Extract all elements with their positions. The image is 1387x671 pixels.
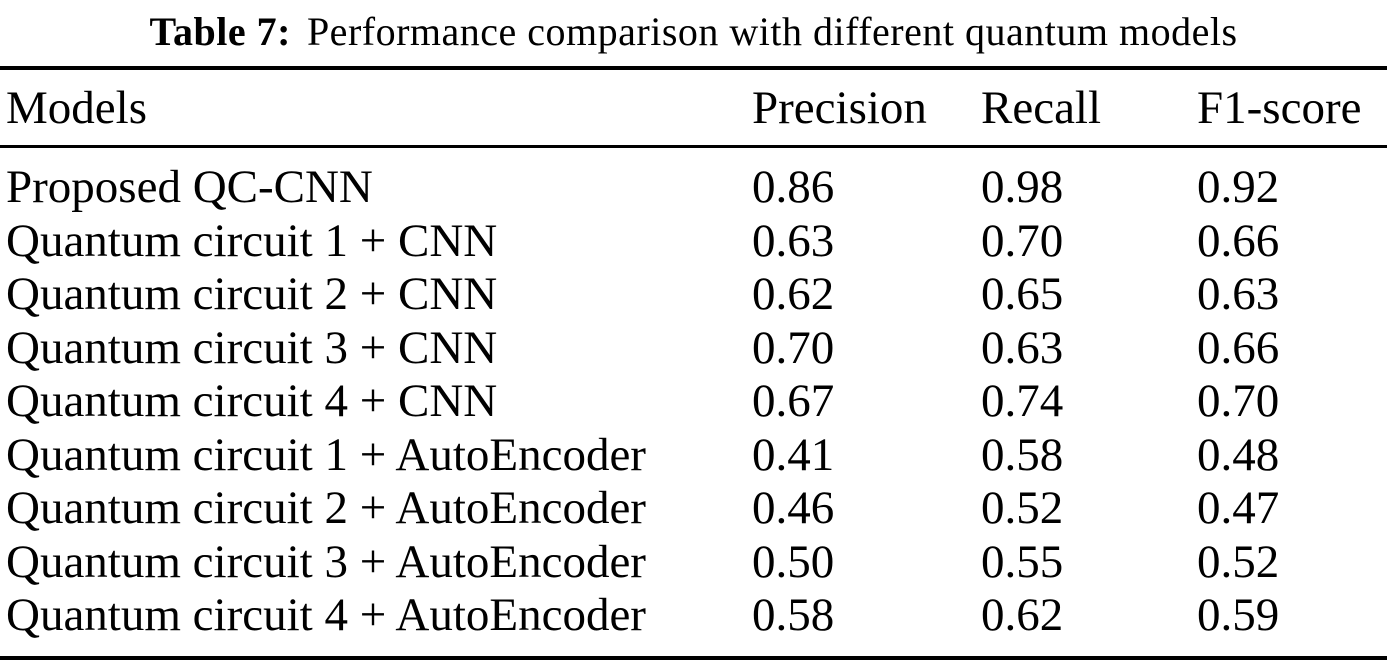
model-name-cell: Quantum circuit 3 + AutoEncoder — [6, 535, 646, 588]
recall-value-cell: 0.65 — [981, 268, 1064, 320]
recall-value-cell: 0.98 — [981, 161, 1064, 213]
model-name-cell: Quantum circuit 3 + CNN — [6, 321, 498, 374]
precision-value-cell: 0.50 — [752, 535, 835, 588]
f1-score-value-cell: 0.66 — [1197, 214, 1280, 267]
model-name-cell: Quantum circuit 1 + CNN — [6, 214, 498, 267]
table-mid-rule — [0, 145, 1387, 148]
table-row: Quantum circuit 1 + AutoEncoder 0.41 0.58 0… — [0, 429, 1387, 483]
model-name-cell: Quantum circuit 2 + CNN — [6, 268, 498, 320]
recall-value-cell: 0.58 — [981, 428, 1064, 481]
table-row: Quantum circuit 3 + CNN 0.70 0.63 0.66 — [0, 322, 1387, 376]
f1-score-value-cell: 0.59 — [1197, 589, 1280, 641]
precision-value-cell: 0.86 — [752, 161, 835, 213]
precision-value-cell: 0.41 — [752, 428, 835, 481]
table-row: Quantum circuit 4 + CNN 0.67 0.74 0.70 — [0, 375, 1387, 429]
table-caption: Table 7: Performance comparison with diff… — [0, 0, 1387, 66]
f1-score-value-cell: 0.52 — [1197, 535, 1280, 588]
f1-score-value-cell: 0.92 — [1197, 161, 1280, 213]
column-header-recall: Recall — [981, 81, 1102, 134]
table-top-rule — [0, 66, 1387, 70]
recall-value-cell: 0.62 — [981, 589, 1064, 641]
table-header-row: Models Precision Recall F1-score — [0, 70, 1387, 145]
f1-score-value-cell: 0.70 — [1197, 375, 1280, 427]
table-row: Proposed QC-CNN 0.86 0.98 0.92 — [0, 161, 1387, 215]
table-body: Proposed QC-CNN 0.86 0.98 0.92 Quantum circu… — [0, 148, 1387, 656]
f1-score-value-cell: 0.63 — [1197, 268, 1280, 320]
table-row: Quantum circuit 3 + AutoEncoder 0.50 0.55 0… — [0, 536, 1387, 590]
table-caption-text: Performance comparison with different qu… — [306, 9, 1238, 54]
table-caption-label: Table 7: — [149, 9, 291, 54]
column-header-models: Models — [6, 81, 147, 134]
model-name-cell: Quantum circuit 1 + AutoEncoder — [6, 428, 646, 481]
precision-value-cell: 0.67 — [752, 375, 835, 427]
precision-value-cell: 0.63 — [752, 214, 835, 267]
table-bottom-rule — [0, 656, 1387, 660]
precision-value-cell: 0.58 — [752, 589, 835, 641]
model-name-cell: Quantum circuit 4 + CNN — [6, 375, 498, 427]
recall-value-cell: 0.63 — [981, 321, 1064, 374]
recall-value-cell: 0.52 — [981, 482, 1064, 534]
table-row: Quantum circuit 4 + AutoEncoder 0.58 0.62 0… — [0, 589, 1387, 643]
precision-value-cell: 0.62 — [752, 268, 835, 320]
f1-score-value-cell: 0.48 — [1197, 428, 1280, 481]
recall-value-cell: 0.74 — [981, 375, 1064, 427]
table-row: Quantum circuit 2 + CNN 0.62 0.65 0.63 — [0, 268, 1387, 322]
recall-value-cell: 0.70 — [981, 214, 1064, 267]
model-name-cell: Proposed QC-CNN — [6, 161, 373, 213]
f1-score-value-cell: 0.47 — [1197, 482, 1280, 534]
table-row: Quantum circuit 2 + AutoEncoder 0.46 0.52 0… — [0, 482, 1387, 536]
precision-value-cell: 0.46 — [752, 482, 835, 534]
model-name-cell: Quantum circuit 2 + AutoEncoder — [6, 482, 646, 534]
model-name-cell: Quantum circuit 4 + AutoEncoder — [6, 589, 646, 641]
column-header-precision: Precision — [752, 81, 927, 134]
recall-value-cell: 0.55 — [981, 535, 1064, 588]
f1-score-value-cell: 0.66 — [1197, 321, 1280, 374]
precision-value-cell: 0.70 — [752, 321, 835, 374]
table-row: Quantum circuit 1 + CNN 0.63 0.70 0.66 — [0, 215, 1387, 269]
column-header-f1-score: F1-score — [1197, 81, 1362, 134]
